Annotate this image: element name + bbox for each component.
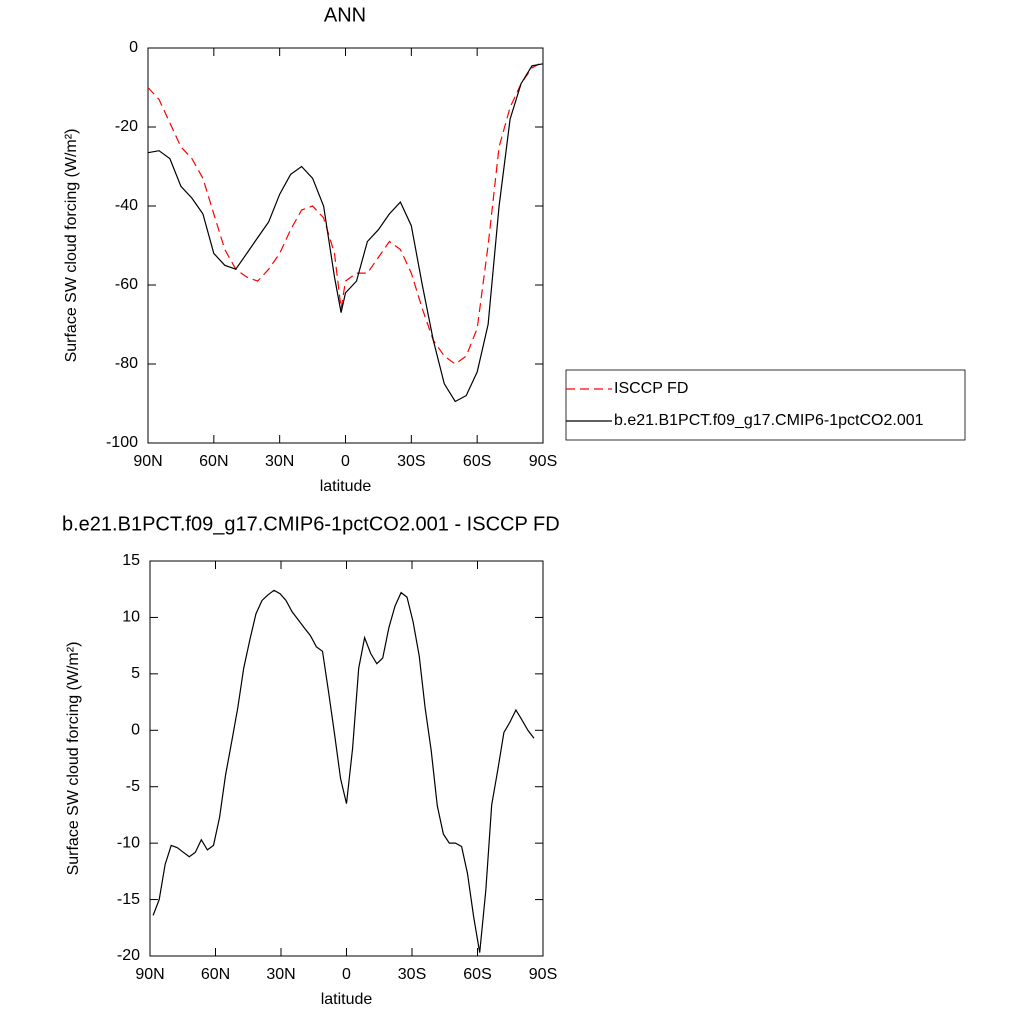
x-tick-label: 30S [398, 966, 426, 983]
y-axis-label: Surface SW cloud forcing (W/m²) [65, 642, 82, 876]
y-tick-label: -5 [126, 778, 140, 795]
y-tick-label: -80 [115, 355, 138, 372]
y-tick-label: -10 [117, 834, 140, 851]
plot-frame [149, 560, 544, 957]
legend-box [565, 369, 966, 441]
y-tick-label: 5 [131, 665, 140, 682]
x-tick-label: 90S [529, 453, 557, 470]
data-line [147, 61, 544, 365]
x-tick-label: 30N [265, 453, 294, 470]
y-tick-label: -20 [117, 947, 140, 964]
y-tick-label: -20 [115, 118, 138, 135]
x-axis-label: latitude [321, 991, 373, 1008]
y-tick-label: 0 [129, 39, 138, 56]
x-axis-label: latitude [320, 478, 372, 495]
plot-frame [147, 47, 544, 444]
x-tick-label: 0 [342, 966, 351, 983]
y-axis-label: Surface SW cloud forcing (W/m²) [63, 129, 80, 363]
chart-title: ANN [324, 4, 366, 26]
legend-label: b.e21.B1PCT.f09_g17.CMIP6-1pctCO2.001 [614, 412, 924, 429]
x-tick-label: 60N [201, 966, 230, 983]
y-tick-label: -100 [106, 434, 138, 451]
y-tick-label: 15 [122, 552, 140, 569]
x-tick-label: 0 [341, 453, 350, 470]
x-tick-label: 90N [133, 453, 162, 470]
legend-label: ISCCP FD [614, 380, 688, 397]
x-tick-label: 30S [397, 453, 425, 470]
x-tick-label: 90N [135, 966, 164, 983]
data-line [147, 63, 544, 403]
y-tick-label: -40 [115, 197, 138, 214]
x-tick-label: 60N [199, 453, 228, 470]
y-tick-label: -15 [117, 891, 140, 908]
data-line [152, 589, 535, 953]
x-tick-label: 60S [463, 453, 491, 470]
x-tick-label: 90S [529, 966, 557, 983]
y-tick-label: 10 [122, 609, 140, 626]
x-tick-label: 60S [463, 966, 491, 983]
x-tick-label: 30N [266, 966, 295, 983]
y-tick-label: 0 [131, 722, 140, 739]
chart-title: b.e21.B1PCT.f09_g17.CMIP6-1pctCO2.001 - … [62, 513, 560, 535]
y-tick-label: -60 [115, 276, 138, 293]
